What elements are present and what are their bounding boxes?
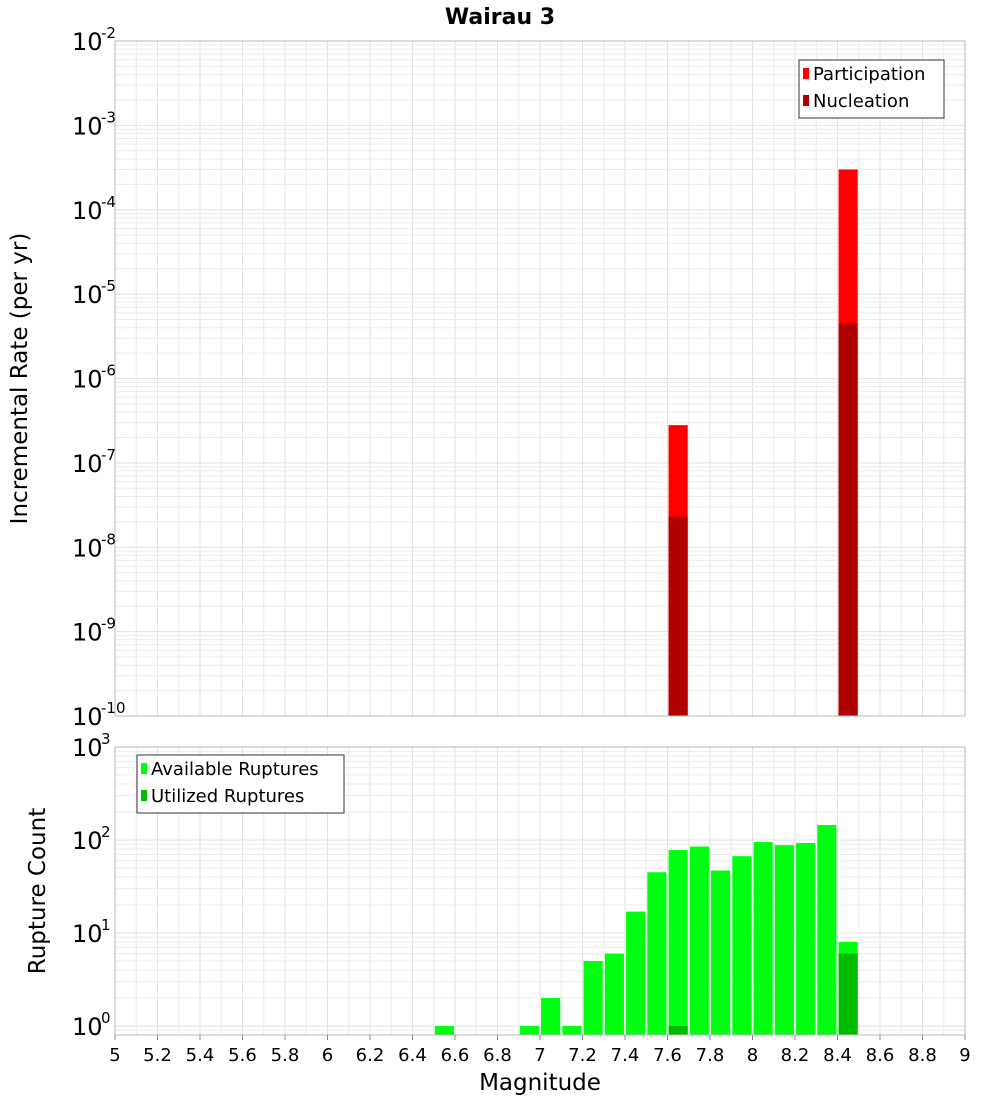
x-tick-label: 7.8 <box>696 1045 725 1066</box>
bottom-available-ruptures-bar <box>817 824 837 1035</box>
bottom-available-ruptures-bar <box>732 856 752 1035</box>
top-y-tick-label: 10 <box>72 112 103 140</box>
bottom-y-tick-exponent: 0 <box>101 1009 111 1027</box>
bottom-legend-label: Utilized Ruptures <box>151 786 304 807</box>
bottom-utilized-ruptures-bar <box>838 953 858 1035</box>
top-y-tick-label: 10 <box>72 28 103 56</box>
bottom-available-ruptures-bar <box>668 850 688 1035</box>
top-y-axis-label: Incremental Rate (per yr) <box>7 233 33 525</box>
bottom-y-axis-label: Rupture Count <box>25 808 51 974</box>
top-y-tick-exponent: -10 <box>101 699 126 717</box>
bottom-y-tick-exponent: 3 <box>101 730 111 748</box>
bottom-legend-label: Available Ruptures <box>151 759 319 780</box>
top-y-tick-exponent: -7 <box>101 446 116 464</box>
bottom-available-ruptures-bar <box>626 911 646 1035</box>
bottom-utilized-ruptures-bar <box>668 1025 688 1035</box>
top-legend-swatch <box>803 68 809 79</box>
chart-title: Wairau 3 <box>445 5 555 30</box>
top-y-tick-label: 10 <box>72 619 103 647</box>
x-tick-label: 7 <box>534 1045 545 1066</box>
top-y-tick-exponent: -4 <box>101 193 116 211</box>
top-y-tick-label: 10 <box>72 703 103 731</box>
x-tick-label: 8 <box>747 1045 758 1066</box>
bottom-legend-box <box>136 754 345 814</box>
top-y-tick-exponent: -3 <box>101 108 116 126</box>
bottom-available-ruptures-bar <box>541 997 561 1035</box>
x-tick-label: 6.4 <box>398 1045 427 1066</box>
bottom-available-ruptures-bar <box>796 842 816 1035</box>
top-legend-swatch <box>803 95 809 106</box>
x-tick-label: 5.8 <box>271 1045 300 1066</box>
bottom-available-ruptures-bar <box>583 960 603 1035</box>
bottom-available-ruptures-bar <box>562 1025 582 1035</box>
top-y-tick-label: 10 <box>72 450 103 478</box>
top-legend: Participation Nucleation <box>798 59 945 119</box>
x-tick-label: 6.2 <box>356 1045 385 1066</box>
x-tick-label: 7.6 <box>653 1045 682 1066</box>
x-tick-label: 6 <box>322 1045 333 1066</box>
x-tick-label: 6.6 <box>441 1045 470 1066</box>
bottom-available-ruptures-bar <box>519 1025 539 1035</box>
top-legend-label: Nucleation <box>813 91 909 112</box>
bottom-available-ruptures-bar <box>711 870 731 1035</box>
x-tick-label: 8.6 <box>866 1045 895 1066</box>
bottom-y-tick-exponent: 2 <box>101 823 111 841</box>
bottom-available-ruptures-bar <box>774 845 794 1035</box>
x-tick-label: 5 <box>109 1045 120 1066</box>
x-tick-label: 8.4 <box>823 1045 852 1066</box>
incremental-rate-panel: 10-1010-910-810-710-610-510-410-310-2Inc… <box>7 24 966 731</box>
top-y-tick-exponent: -9 <box>101 615 116 633</box>
bottom-available-ruptures-bar <box>647 872 667 1035</box>
x-tick-label: 9 <box>959 1045 970 1066</box>
bottom-available-ruptures-bar <box>604 953 624 1035</box>
top-y-tick-exponent: -8 <box>101 530 116 548</box>
top-y-tick-label: 10 <box>72 197 103 225</box>
top-y-tick-label: 10 <box>72 281 103 309</box>
top-y-tick-exponent: -2 <box>101 24 116 42</box>
top-legend-label: Participation <box>813 64 925 85</box>
bottom-legend-swatch <box>141 763 147 774</box>
top-y-tick-label: 10 <box>72 534 103 562</box>
x-tick-label: 8.8 <box>908 1045 937 1066</box>
x-axis-label: Magnitude <box>479 1070 601 1096</box>
top-nucleation-bar <box>838 323 858 716</box>
x-tick-label: 6.8 <box>483 1045 512 1066</box>
top-plot-frame <box>114 40 966 717</box>
bottom-available-ruptures-bar <box>434 1025 454 1035</box>
x-tick-label: 5.2 <box>143 1045 172 1066</box>
bottom-legend: Available Ruptures Utilized Ruptures <box>136 754 345 814</box>
x-tick-label: 8.2 <box>781 1045 810 1066</box>
bottom-available-ruptures-bar <box>689 846 709 1035</box>
bottom-y-tick-label: 10 <box>72 827 103 855</box>
top-nucleation-bar <box>668 516 688 716</box>
x-tick-label: 5.6 <box>228 1045 257 1066</box>
x-tick-label: 7.4 <box>611 1045 640 1066</box>
top-legend-box <box>798 59 945 119</box>
bottom-y-tick-exponent: 1 <box>101 916 111 934</box>
top-y-tick-exponent: -6 <box>101 362 116 380</box>
bottom-y-tick-label: 10 <box>72 1013 103 1041</box>
bottom-available-ruptures-bar <box>753 842 773 1035</box>
bottom-y-tick-label: 10 <box>72 734 103 762</box>
x-tick-label: 7.2 <box>568 1045 597 1066</box>
top-y-tick-label: 10 <box>72 366 103 394</box>
top-y-tick-exponent: -5 <box>101 277 116 295</box>
bottom-y-tick-label: 10 <box>72 920 103 948</box>
bottom-legend-swatch <box>141 790 147 801</box>
x-tick-label: 5.4 <box>186 1045 215 1066</box>
